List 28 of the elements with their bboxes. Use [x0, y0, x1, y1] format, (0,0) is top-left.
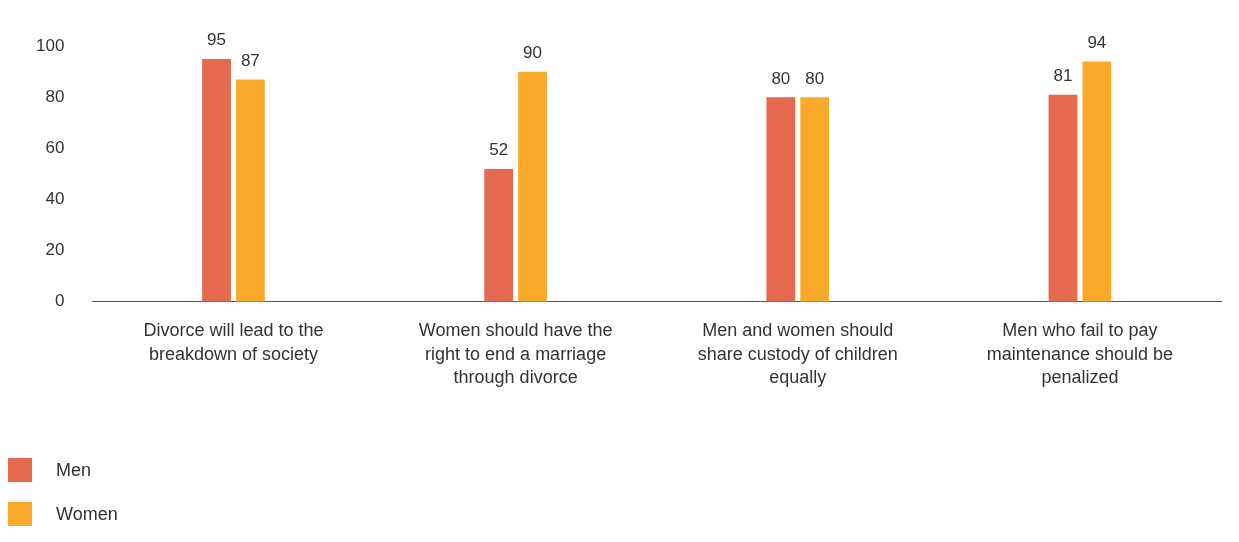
bar — [484, 168, 514, 302]
data-label: 90 — [523, 42, 542, 62]
x-tick-label: Women should have the right to end a marriage through divorce — [418, 320, 613, 388]
bar — [1048, 94, 1078, 302]
y-tick-label: 100 — [35, 35, 65, 55]
legend-label: Men — [56, 459, 92, 481]
legend-label: Women — [56, 503, 118, 525]
data-label: 80 — [771, 68, 791, 88]
bar — [766, 97, 796, 302]
y-tick-label: 80 — [45, 87, 65, 107]
bar — [800, 97, 830, 302]
x-tick-label: Men who fail to pay maintenance should be penalized — [986, 320, 1173, 388]
bar — [235, 79, 265, 302]
data-label: 80 — [805, 68, 825, 88]
bar — [1082, 61, 1112, 302]
bar — [202, 58, 231, 302]
data-label: 81 — [1053, 65, 1073, 85]
bar — [518, 71, 547, 302]
x-tick-label: Divorce will lead to the breakdown of society — [143, 320, 324, 364]
data-label: 94 — [1087, 32, 1107, 52]
x-tick-label: Men and women should share custody of children equally — [697, 320, 898, 388]
y-tick-label: 40 — [45, 189, 65, 209]
data-label: 87 — [240, 50, 260, 70]
y-tick-label: 60 — [45, 138, 65, 158]
y-tick-label: 0 — [54, 291, 65, 311]
y-tick-label: 20 — [45, 240, 65, 260]
data-label: 52 — [489, 140, 509, 160]
data-label: 95 — [207, 30, 226, 50]
